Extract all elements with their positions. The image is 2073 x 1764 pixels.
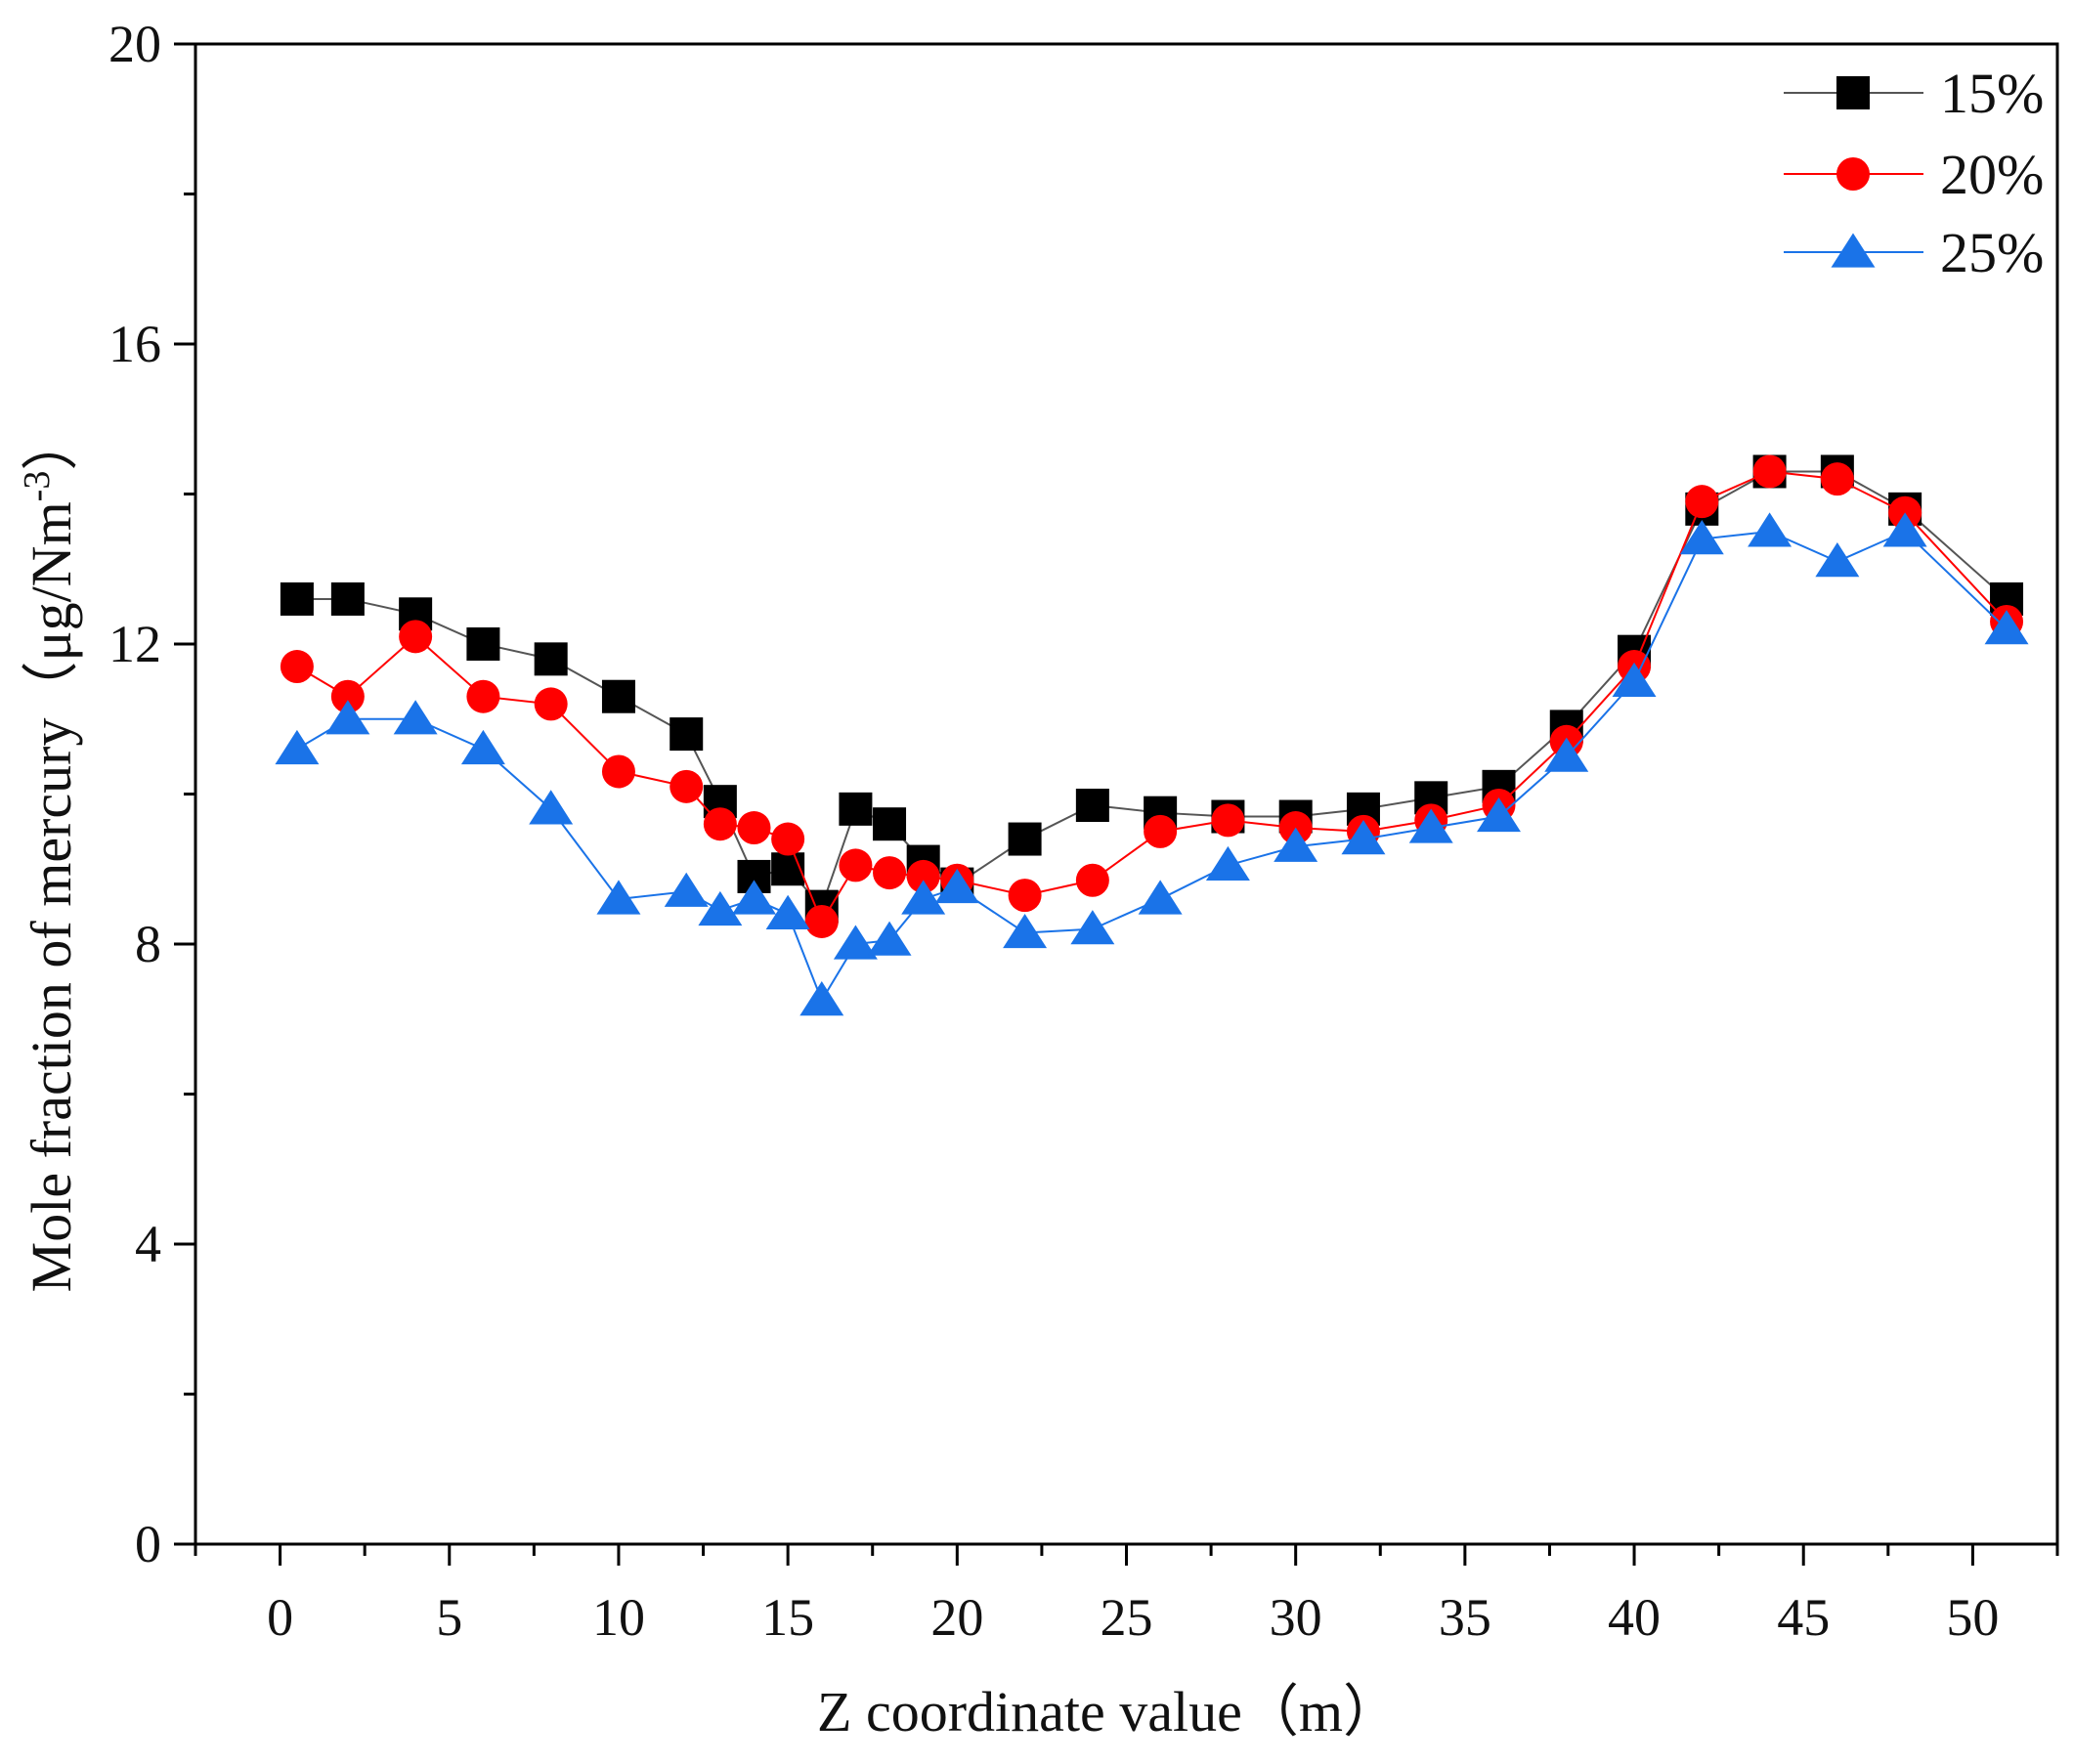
- data-point: [1685, 485, 1719, 519]
- data-point: [804, 904, 839, 938]
- x-tick-label: 25: [1101, 1588, 1153, 1647]
- data-point: [529, 790, 574, 825]
- data-point: [664, 872, 709, 907]
- legend-marker: [1836, 76, 1870, 109]
- data-point: [669, 769, 704, 803]
- data-point: [1274, 827, 1318, 862]
- y-tick-label: 0: [135, 1515, 161, 1573]
- data-point: [534, 687, 568, 721]
- data-point: [1815, 542, 1860, 578]
- y-axis-title-main: Mole fraction of mercury（μg/Nm: [20, 501, 83, 1292]
- data-point: [1752, 454, 1787, 489]
- y-axis-title-superscript: -3: [17, 471, 58, 502]
- data-point: [1075, 789, 1109, 823]
- data-point: [330, 581, 365, 616]
- data-point: [799, 981, 844, 1016]
- data-point: [1679, 520, 1724, 555]
- data-point: [901, 880, 946, 915]
- data-point: [1477, 796, 1521, 833]
- x-tick-label: 30: [1270, 1588, 1322, 1647]
- data-point: [1075, 863, 1109, 897]
- y-axis-title: Mole fraction of mercury（μg/Nm-3）: [17, 414, 83, 1293]
- data-point: [275, 729, 320, 765]
- data-point: [325, 700, 370, 735]
- data-point: [765, 894, 810, 929]
- data-point: [330, 679, 365, 713]
- data-point: [698, 890, 743, 926]
- legend-label: 20%: [1940, 143, 2044, 206]
- data-point: [771, 822, 805, 856]
- data-point: [1882, 512, 1927, 547]
- x-tick-label: 5: [436, 1588, 462, 1647]
- data-point: [839, 848, 873, 882]
- data-point: [393, 700, 438, 735]
- x-tick-label: 10: [592, 1588, 645, 1647]
- data-point: [771, 852, 805, 886]
- y-tick-label: 16: [108, 315, 161, 373]
- y-tick-label: 12: [108, 615, 161, 673]
- legend-item: 15%: [1784, 62, 2044, 125]
- data-point: [669, 717, 704, 752]
- data-point: [732, 880, 776, 915]
- data-point: [1008, 822, 1042, 856]
- data-point: [460, 729, 505, 765]
- data-point: [280, 581, 314, 616]
- data-point: [833, 925, 878, 960]
- data-point: [703, 807, 737, 841]
- data-point: [466, 627, 500, 661]
- data-point: [1820, 462, 1854, 496]
- data-point: [737, 811, 771, 845]
- data-point: [466, 679, 500, 713]
- data-point: [906, 859, 940, 893]
- legend-label: 15%: [1940, 62, 2044, 125]
- data-point: [1211, 803, 1245, 838]
- data-point: [934, 868, 979, 904]
- x-tick-label: 45: [1777, 1588, 1830, 1647]
- data-point: [1205, 845, 1250, 882]
- data-point: [867, 921, 912, 956]
- x-tick-label: 20: [930, 1588, 983, 1647]
- data-point: [873, 807, 907, 841]
- data-point: [601, 754, 635, 789]
- data-point: [1070, 910, 1115, 945]
- data-point: [1984, 610, 2029, 645]
- x-tick-label: 35: [1439, 1588, 1491, 1647]
- legend-item: 20%: [1784, 143, 2044, 206]
- x-tick-label: 0: [267, 1588, 293, 1647]
- y-tick-label: 20: [108, 15, 161, 73]
- y-axis-title-tail: ）: [20, 414, 83, 471]
- data-point: [1408, 808, 1453, 843]
- data-point: [601, 679, 635, 713]
- data-point: [1144, 814, 1178, 848]
- x-tick-label: 15: [761, 1588, 814, 1647]
- x-tick-label: 50: [1946, 1588, 1999, 1647]
- series-2: [275, 512, 2029, 1016]
- data-point: [873, 856, 907, 890]
- data-point: [399, 620, 433, 654]
- data-point: [596, 880, 641, 915]
- data-point: [1748, 512, 1792, 547]
- data-point: [1341, 820, 1386, 855]
- series-line: [296, 530, 2008, 1003]
- plot-frame: [194, 42, 2059, 1546]
- series-1: [280, 454, 2024, 938]
- data-point: [1544, 737, 1589, 772]
- data-point: [1138, 880, 1183, 915]
- data-point: [534, 642, 568, 676]
- y-tick-label: 4: [135, 1215, 161, 1273]
- data-point: [1008, 879, 1042, 913]
- x-tick-label: 40: [1608, 1588, 1661, 1647]
- legend-marker: [1831, 233, 1876, 268]
- y-tick-label: 8: [135, 915, 161, 973]
- legend-label: 25%: [1940, 221, 2044, 284]
- x-axis-title: Z coordinate value（m）: [817, 1680, 1400, 1743]
- legend-item: 25%: [1784, 221, 2044, 284]
- data-point: [1612, 662, 1657, 698]
- data-point: [280, 650, 314, 684]
- legend-marker: [1836, 157, 1870, 191]
- data-point: [839, 792, 873, 826]
- data-point: [1003, 913, 1048, 949]
